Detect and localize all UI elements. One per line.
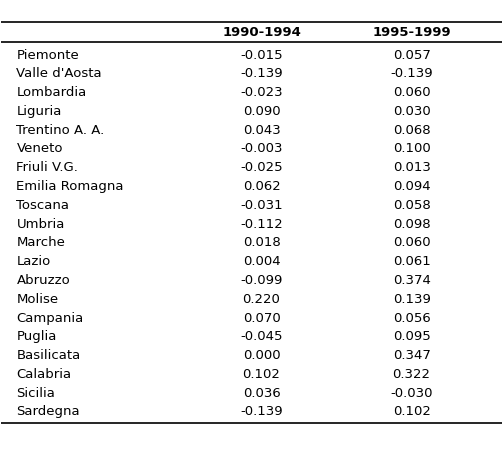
Text: Liguria: Liguria [17,105,62,118]
Text: Basilicata: Basilicata [17,349,80,362]
Text: Piemonte: Piemonte [17,49,79,62]
Text: 0.098: 0.098 [393,218,431,230]
Text: Toscana: Toscana [17,199,69,212]
Text: -0.025: -0.025 [240,161,283,174]
Text: 1995-1999: 1995-1999 [372,26,451,39]
Text: Lazio: Lazio [17,255,51,268]
Text: 0.036: 0.036 [242,387,280,400]
Text: 0.374: 0.374 [393,274,431,287]
Text: 0.062: 0.062 [242,180,280,193]
Text: -0.099: -0.099 [240,274,283,287]
Text: 0.322: 0.322 [392,368,431,381]
Text: 0.095: 0.095 [393,330,431,343]
Text: Lombardia: Lombardia [17,86,87,99]
Text: 0.057: 0.057 [393,49,431,62]
Text: 0.347: 0.347 [393,349,431,362]
Text: -0.139: -0.139 [240,68,283,81]
Text: Emilia Romagna: Emilia Romagna [17,180,124,193]
Text: -0.003: -0.003 [240,143,283,155]
Text: 0.060: 0.060 [393,86,431,99]
Text: 0.004: 0.004 [242,255,280,268]
Text: 0.018: 0.018 [242,236,280,249]
Text: Trentino A. A.: Trentino A. A. [17,124,105,137]
Text: 1990-1994: 1990-1994 [222,26,301,39]
Text: 0.000: 0.000 [242,349,280,362]
Text: 0.102: 0.102 [242,368,281,381]
Text: 0.013: 0.013 [393,161,431,174]
Text: Veneto: Veneto [17,143,63,155]
Text: -0.030: -0.030 [390,387,433,400]
Text: -0.139: -0.139 [390,68,433,81]
Text: 0.139: 0.139 [393,293,431,306]
Text: 0.220: 0.220 [242,293,281,306]
Text: Sicilia: Sicilia [17,387,55,400]
Text: Umbria: Umbria [17,218,65,230]
Text: 0.094: 0.094 [393,180,431,193]
Text: -0.023: -0.023 [240,86,283,99]
Text: 0.056: 0.056 [393,311,431,324]
Text: -0.139: -0.139 [240,405,283,418]
Text: 0.030: 0.030 [393,105,431,118]
Text: 0.058: 0.058 [393,199,431,212]
Text: Marche: Marche [17,236,65,249]
Text: Molise: Molise [17,293,58,306]
Text: 0.100: 0.100 [393,143,431,155]
Text: 0.102: 0.102 [393,405,431,418]
Text: -0.112: -0.112 [240,218,283,230]
Text: Abruzzo: Abruzzo [17,274,70,287]
Text: Puglia: Puglia [17,330,57,343]
Text: 0.068: 0.068 [393,124,431,137]
Text: Campania: Campania [17,311,83,324]
Text: -0.031: -0.031 [240,199,283,212]
Text: 0.061: 0.061 [393,255,431,268]
Text: 0.070: 0.070 [242,311,280,324]
Text: -0.015: -0.015 [240,49,283,62]
Text: 0.090: 0.090 [242,105,280,118]
Text: 0.043: 0.043 [242,124,280,137]
Text: Friuli V.G.: Friuli V.G. [17,161,78,174]
Text: -0.045: -0.045 [240,330,283,343]
Text: Sardegna: Sardegna [17,405,80,418]
Text: Valle d'Aosta: Valle d'Aosta [17,68,102,81]
Text: Calabria: Calabria [17,368,71,381]
Text: 0.060: 0.060 [393,236,431,249]
